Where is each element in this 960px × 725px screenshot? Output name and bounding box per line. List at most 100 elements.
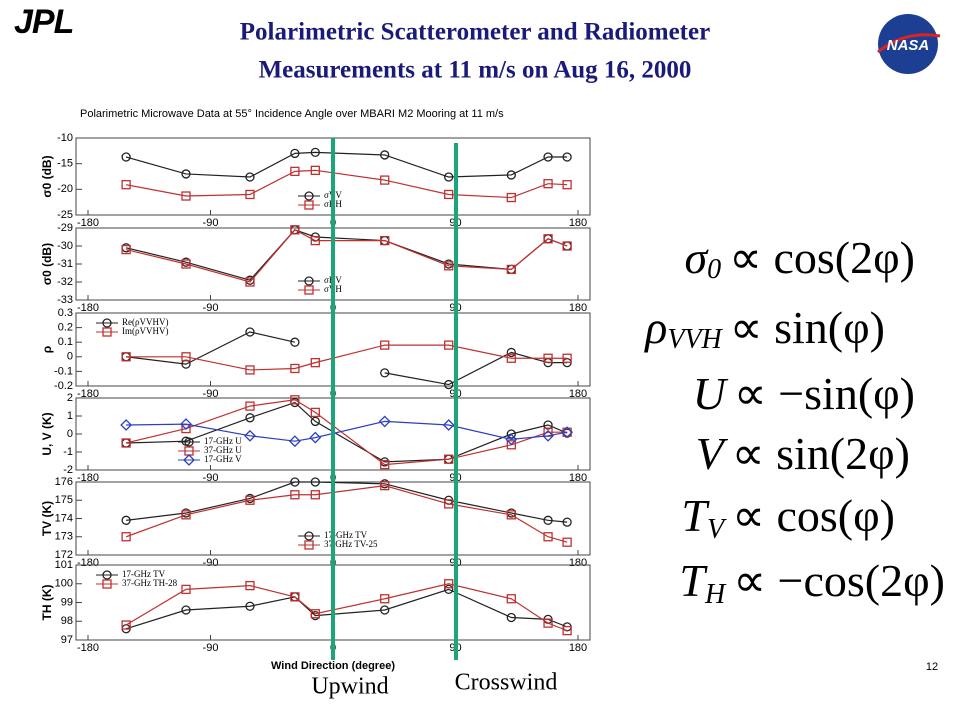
data-point [562, 537, 572, 547]
data-point [121, 352, 131, 362]
charts: Polarimetric Microwave Data at 55° Incid… [40, 108, 591, 672]
data-point [506, 192, 516, 203]
jpl-logo: JPL [14, 3, 73, 41]
eq-sub: H [704, 579, 727, 610]
data-point [120, 419, 133, 431]
data-point [310, 407, 320, 418]
y-tick-label: -1 [63, 446, 73, 458]
y-tick-label: 101 [55, 559, 73, 571]
data-point [181, 191, 191, 201]
data-point [288, 435, 301, 448]
y-tick-label: 0 [67, 351, 73, 363]
data-point [245, 189, 255, 200]
equation: TV ∝ cos(φ) [681, 490, 895, 546]
data-point [310, 416, 320, 427]
series-line [126, 331, 568, 386]
y-tick-label: -0.2 [54, 380, 73, 392]
y-axis-label: ρ [40, 346, 54, 353]
y-tick-label: 98 [61, 615, 73, 627]
data-point [380, 605, 390, 615]
data-point [290, 337, 300, 347]
x-tick-label: -180 [77, 557, 99, 569]
data-point [181, 169, 191, 179]
data-point [310, 357, 320, 368]
data-point [562, 427, 572, 437]
y-axis-label: U, V (K) [40, 412, 54, 455]
equation: σ0 ∝ cos(2φ) [684, 232, 915, 286]
series-line [125, 588, 568, 630]
data-point [310, 235, 320, 246]
data-point [310, 490, 320, 500]
legend-marker [304, 191, 314, 201]
data-point [181, 510, 191, 520]
x-tick-label: 180 [569, 217, 587, 229]
x-tick-label: -180 [77, 302, 99, 314]
legend-label: Im(ρVVHV) [122, 326, 168, 336]
data-point [506, 510, 516, 520]
y-axis-label: σ0 (dB) [40, 243, 54, 285]
y-tick-label: -0.1 [54, 365, 73, 377]
legend-marker [304, 276, 314, 286]
legend-marker [304, 531, 314, 541]
data-point [309, 431, 322, 444]
equation: ρVVH ∝ sin(φ) [643, 302, 885, 356]
y-tick-label: -31 [57, 258, 73, 270]
data-point [121, 438, 131, 448]
data-point [444, 172, 454, 182]
x-tick-label: -90 [203, 388, 219, 400]
series-line [125, 169, 568, 199]
x-axis-label: Wind Direction (degree) [271, 660, 395, 672]
data-point [290, 477, 300, 487]
data-point [444, 579, 454, 589]
data-point [506, 347, 516, 358]
upwind-label: Upwind [311, 674, 388, 700]
y-tick-label: 2 [67, 392, 73, 404]
legend-label: 17-GHz TV [324, 530, 368, 540]
y-tick-label: -30 [57, 240, 73, 252]
eq-symbol: ρ [643, 302, 667, 353]
data-point [380, 594, 390, 604]
legend-marker [304, 285, 314, 295]
y-tick-label: -15 [57, 158, 73, 170]
eq-sub: 0 [707, 254, 721, 285]
data-point [543, 618, 553, 628]
data-point [245, 327, 255, 337]
y-axis-label: TV (K) [40, 501, 54, 536]
data-point [380, 150, 390, 160]
data-point [562, 517, 572, 527]
data-point [444, 499, 454, 509]
data-point [444, 379, 454, 390]
equation: U ∝ −sin(φ) [693, 368, 915, 419]
data-point [245, 277, 255, 287]
y-tick-label: -33 [57, 294, 73, 306]
crosswind-label: Crosswind [455, 670, 558, 696]
data-point [506, 612, 516, 623]
data-point [505, 433, 518, 446]
slide-title-line: Measurements at 11 m/s on Aug 16, 2000 [259, 57, 692, 84]
y-tick-label: -20 [57, 183, 73, 195]
y-tick-label: -29 [57, 222, 73, 234]
data-point [180, 418, 192, 431]
data-point [562, 241, 572, 251]
data-point [543, 532, 553, 542]
y-tick-label: 175 [55, 494, 73, 506]
x-tick-label: -180 [77, 642, 99, 654]
data-point [290, 490, 300, 500]
data-point [310, 147, 320, 158]
data-point [245, 401, 255, 411]
data-point [245, 601, 255, 611]
data-point [506, 429, 516, 439]
eq-rhs: ∝ cos(2φ) [729, 232, 915, 283]
data-point [562, 353, 572, 363]
series-line [125, 151, 568, 178]
x-tick-label: -90 [203, 642, 219, 654]
data-point [121, 152, 131, 162]
y-tick-label: 176 [55, 476, 73, 488]
data-point [380, 459, 390, 470]
y-tick-label: 173 [55, 531, 73, 543]
data-point [121, 620, 131, 630]
series-line [125, 229, 568, 281]
data-point [310, 165, 320, 175]
x-tick-label: -180 [77, 388, 99, 400]
data-point [290, 363, 300, 374]
